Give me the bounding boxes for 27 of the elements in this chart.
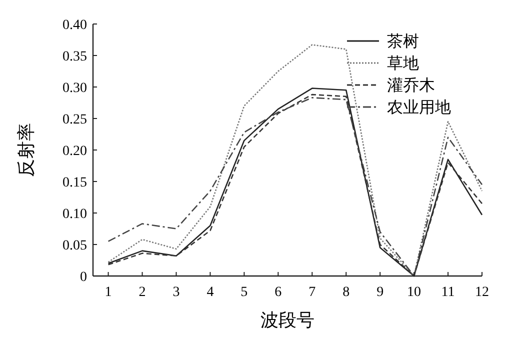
- y-tick-label: 0.35: [62, 49, 87, 64]
- x-tick-label: 1: [104, 285, 112, 300]
- y-tick-label: 0: [80, 270, 87, 285]
- x-tick-label: 12: [475, 285, 489, 300]
- x-tick-label: 3: [172, 285, 180, 300]
- x-tick-label: 10: [407, 285, 422, 300]
- y-tick-label: 0.10: [62, 206, 87, 222]
- x-tick-label: 7: [308, 285, 316, 300]
- legend-label: 草地: [387, 54, 419, 73]
- legend-label: 茶树: [387, 32, 419, 51]
- y-tick-label: 0.20: [62, 144, 87, 159]
- x-tick-label: 4: [206, 285, 214, 300]
- y-tick-label: 0.40: [62, 18, 87, 33]
- x-tick-label: 5: [240, 285, 248, 300]
- legend-label: 灌乔木: [387, 76, 435, 95]
- x-tick-label: 2: [138, 285, 146, 300]
- y-tick-label: 0.30: [62, 80, 87, 96]
- x-axis-title: 波段号: [260, 310, 314, 330]
- x-tick-label: 9: [376, 285, 384, 300]
- x-tick-label: 6: [274, 285, 282, 300]
- x-tick-label: 8: [342, 285, 350, 300]
- y-tick-label: 0.05: [62, 238, 87, 254]
- y-tick-label: 0.15: [62, 175, 87, 190]
- y-axis-title: 反射率: [16, 123, 36, 177]
- y-tick-label: 0.25: [62, 112, 87, 128]
- legend-label: 农业用地: [387, 98, 451, 117]
- x-tick-label: 11: [441, 285, 455, 300]
